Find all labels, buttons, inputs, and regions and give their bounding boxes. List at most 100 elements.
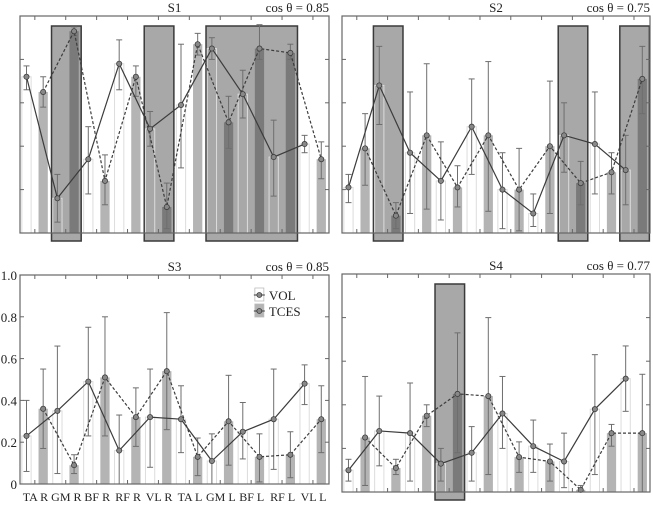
vol-point xyxy=(561,458,568,465)
tces-point xyxy=(132,414,139,421)
tces-bar xyxy=(69,31,79,233)
cos-theta-annotation: cos θ = 0.85 xyxy=(266,0,329,15)
vol-point xyxy=(54,407,61,414)
tces-bar xyxy=(576,183,586,233)
vol-point xyxy=(345,467,352,474)
xtick-label: GM L xyxy=(206,490,236,504)
xtick-label: TA R xyxy=(23,490,48,504)
legend-marker-tces xyxy=(256,308,263,314)
xtick-label: RF R xyxy=(115,490,141,504)
tces-point xyxy=(392,465,399,472)
vol-point xyxy=(301,141,308,148)
tces-point xyxy=(71,28,78,35)
tces-errorbar xyxy=(132,65,139,97)
tces-line xyxy=(42,29,322,208)
highlight-box xyxy=(205,25,299,242)
xtick-label: VL R xyxy=(146,490,173,504)
vol-point xyxy=(301,380,308,387)
tces-point xyxy=(101,374,108,381)
vol-point xyxy=(591,406,598,413)
tces-point xyxy=(423,132,430,139)
tces-point xyxy=(256,45,263,52)
vol-point xyxy=(622,375,629,382)
vol-point xyxy=(85,378,92,385)
tces-bar xyxy=(254,48,265,233)
vol-point xyxy=(177,101,184,108)
tces-point xyxy=(362,145,369,152)
vol-point xyxy=(530,443,537,450)
axes-frame xyxy=(19,274,330,485)
legend-marker-vol xyxy=(256,292,263,298)
xtick-label: BF L xyxy=(239,490,264,504)
tces-bar xyxy=(360,148,370,233)
vol-point xyxy=(561,132,568,139)
vol-point xyxy=(468,449,475,456)
tces-point xyxy=(516,454,523,461)
tces-point xyxy=(40,405,47,412)
tces-point xyxy=(71,462,78,469)
vol-point xyxy=(407,430,414,437)
tces-point xyxy=(318,156,325,163)
tces-point xyxy=(392,212,399,219)
tces-bar xyxy=(193,44,203,234)
tces-bar xyxy=(637,78,647,234)
vol-point xyxy=(116,60,123,67)
tces-errorbar xyxy=(256,24,263,60)
tces-bar xyxy=(422,415,432,492)
ytick-label: 0.4 xyxy=(1,393,18,408)
tces-point xyxy=(287,49,294,56)
vol-point xyxy=(345,184,352,191)
xtick-label: TA L xyxy=(178,490,203,504)
tces-point xyxy=(546,458,553,465)
xtick-label: RF L xyxy=(270,490,295,504)
tces-point xyxy=(101,177,108,184)
tces-point xyxy=(639,75,646,82)
tces-line xyxy=(42,369,322,467)
vol-line xyxy=(26,380,306,462)
tces-point xyxy=(194,453,201,460)
vol-point xyxy=(468,123,475,130)
vol-point xyxy=(591,141,598,148)
vol-point xyxy=(23,73,30,80)
tces-point xyxy=(516,186,523,193)
tces-bar xyxy=(452,187,463,233)
tces-point xyxy=(40,88,47,95)
vol-point xyxy=(499,410,506,417)
panel-s2: S2 cos θ = 0.75 xyxy=(341,0,651,242)
vol-point xyxy=(376,82,383,89)
cos-theta-annotation: cos θ = 0.75 xyxy=(587,0,650,15)
vol-point xyxy=(177,416,184,423)
vol-point xyxy=(530,210,537,217)
ytick-label: 0.8 xyxy=(1,310,17,325)
tces-point xyxy=(608,169,615,176)
axes-frame xyxy=(341,273,651,493)
panel-title: S2 xyxy=(489,0,503,15)
vol-point xyxy=(147,125,154,132)
tces-point xyxy=(225,119,232,126)
vol-bar xyxy=(21,76,32,234)
cos-theta-annotation: cos θ = 0.77 xyxy=(587,258,651,273)
tces-bar xyxy=(391,468,401,492)
vol-point xyxy=(376,427,383,434)
xtick-label: BF R xyxy=(84,490,110,504)
vol-point xyxy=(85,156,92,163)
tces-point xyxy=(608,430,615,437)
tces-line xyxy=(364,393,643,491)
ytick-label: 0 xyxy=(11,477,18,492)
tces-bar xyxy=(131,76,141,233)
vol-errorbar xyxy=(530,193,537,227)
vol-point xyxy=(147,414,154,421)
tces-point xyxy=(225,418,232,425)
vol-point xyxy=(54,195,61,202)
tces-point xyxy=(194,41,201,48)
vol-line xyxy=(25,47,305,200)
vol-point xyxy=(23,432,30,439)
tces-bar xyxy=(606,433,617,492)
vol-line xyxy=(347,378,627,471)
tces-point xyxy=(577,180,584,187)
panel-s4: S4 cos θ = 0.77 xyxy=(341,258,651,501)
tces-bar xyxy=(285,52,296,233)
vol-point xyxy=(270,154,277,161)
